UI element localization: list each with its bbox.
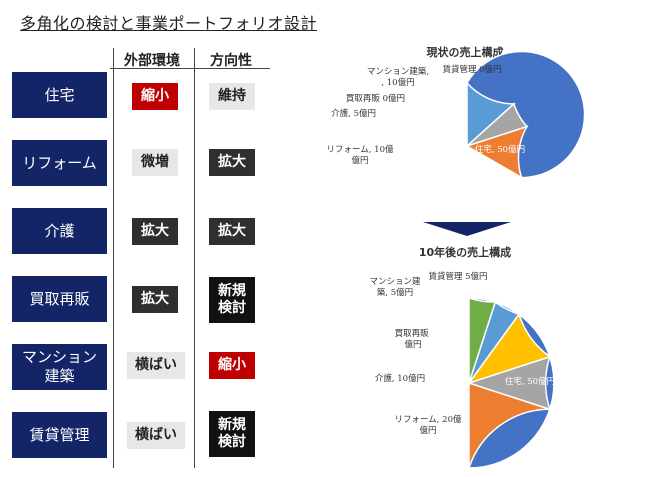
divider-mid [194, 48, 195, 468]
pie-future-label-2: 介護, 10億円 [375, 373, 425, 384]
pie-future-label-0: 住宅, 50億円 [505, 376, 555, 387]
divider-left [113, 48, 114, 468]
page-title: 多角化の検討と事業ポートフォリオ設計 [20, 14, 318, 33]
dir-badge-rental: 新規 検討 [209, 411, 255, 457]
dir-badge-care: 拡大 [209, 218, 255, 245]
env-badge-care: 拡大 [132, 218, 178, 245]
pie-future-label-3: 買取再販 億円 [395, 328, 432, 350]
dir-badge-housing: 維持 [209, 83, 255, 110]
segment-care: 介護 [13, 209, 106, 253]
env-badge-mansion: 横ばい [127, 352, 185, 379]
pie-current-label-5: 賃貸管理 0億円 [442, 64, 501, 75]
down-arrow [423, 222, 511, 236]
segment-mansion: マンション 建築 [13, 345, 106, 389]
pie-current-label-4: マンション建築,, 10億円 [367, 66, 429, 88]
pie-current-label-1: リフォーム, 10億億円 [327, 144, 394, 166]
pie-future-label-5: 賃貸管理 5億円 [428, 271, 487, 282]
pie-current-label-0: 住宅, 50億円 [475, 144, 525, 155]
header-dir: 方向性 [210, 53, 252, 69]
pie-future-label-1: リフォーム, 20億億円 [395, 414, 462, 436]
env-badge-rental: 横ばい [127, 422, 185, 449]
pie-current-slice-4 [466, 81, 516, 148]
segment-rental: 賃貸管理 [13, 413, 106, 457]
header-underline [110, 68, 270, 69]
env-badge-housing: 縮小 [132, 83, 178, 110]
pie-future-label-4: マンション建築, 5億円 [369, 276, 421, 298]
segment-reform: リフォーム [13, 141, 106, 185]
pie-future-slice-1 [468, 381, 551, 469]
dir-badge-reform: 拡大 [209, 149, 255, 176]
pie-title-future: 10年後の売上構成 [418, 246, 512, 259]
segment-housing: 住宅 [13, 73, 106, 117]
header-env: 外部環境 [124, 53, 180, 69]
dir-badge-resale: 新規 検討 [209, 277, 255, 323]
env-badge-resale: 拡大 [132, 286, 178, 313]
env-badge-reform: 微増 [132, 149, 178, 176]
pie-future-slice-5 [468, 296, 497, 384]
segment-resale: 買取再販 [13, 277, 106, 321]
pie-current-label-2: 介護, 5億円 [331, 108, 376, 119]
pie-title-current: 現状の売上構成 [426, 46, 504, 59]
dir-badge-mansion: 縮小 [209, 352, 255, 379]
pie-current-label-3: 買取再販 0億円 [346, 93, 405, 104]
